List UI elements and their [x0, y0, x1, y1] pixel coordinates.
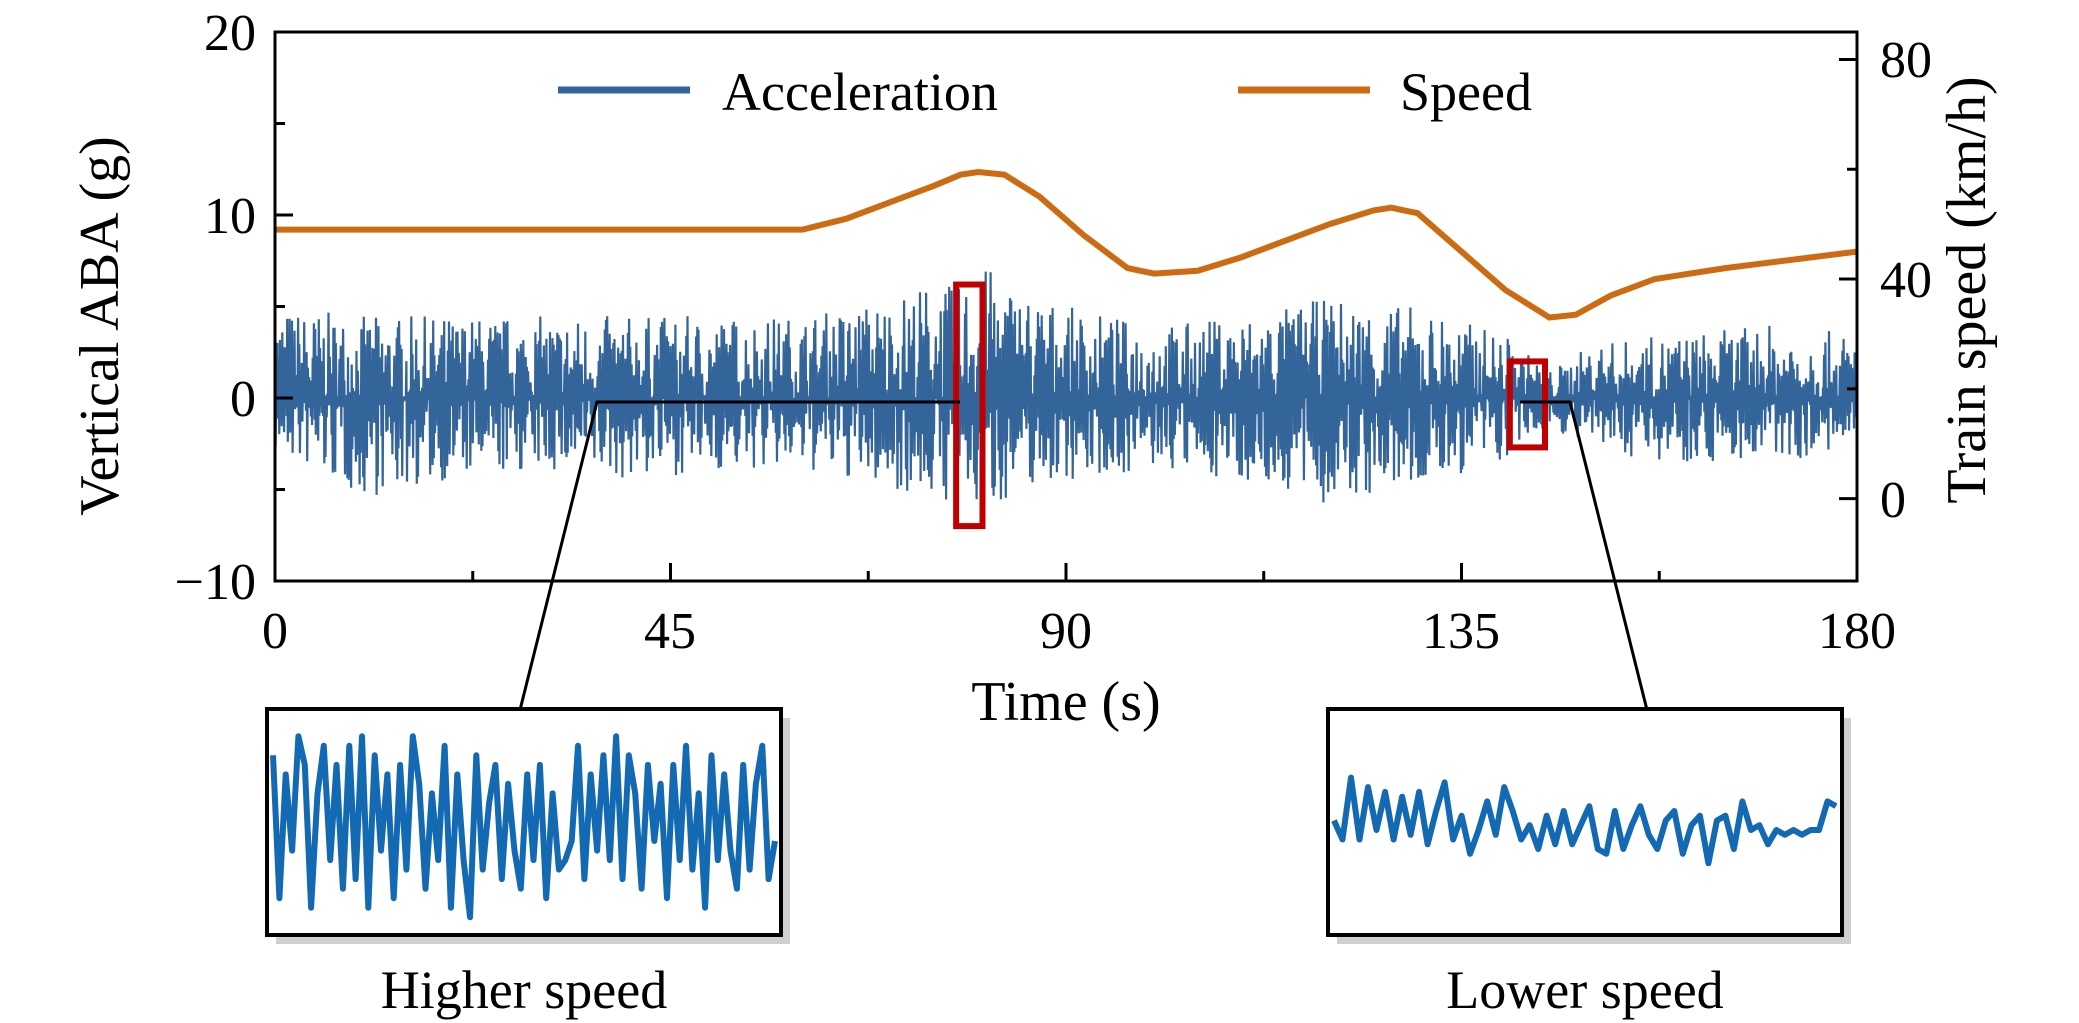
- x-axis-title: Time (s): [971, 671, 1160, 733]
- y-tick-label: 20: [204, 5, 256, 62]
- y2-tick-label: 0: [1880, 472, 1906, 529]
- speed-series-line: [275, 168, 1858, 321]
- acceleration-series: [273, 271, 1859, 503]
- inset-higher-speed-line: [270, 733, 778, 921]
- inset-caption-higher-speed: Higher speed: [381, 960, 667, 1020]
- legend-label-speed: Speed: [1400, 62, 1532, 122]
- x-tick-label: 180: [1818, 603, 1896, 660]
- highlight-boxes: [953, 281, 1548, 530]
- y-tick-label: 10: [204, 188, 256, 245]
- y2-axis-title: Train speed (km/h): [1936, 76, 1998, 503]
- main-plot: 20 10 0 −10 80 40 0 0 45 90 135 180 Time…: [69, 5, 1998, 733]
- x-tick-label: 135: [1422, 603, 1500, 660]
- leader-higher-speed: [518, 400, 960, 711]
- acceleration-line: [273, 271, 1859, 503]
- legend: Acceleration Speed: [558, 62, 1532, 122]
- plot-frame: [273, 30, 1859, 583]
- highlight-box-1: [953, 281, 986, 530]
- x-tick-label: 90: [1040, 603, 1092, 660]
- y2-tick-label: 40: [1880, 252, 1932, 309]
- y2-tick-label: 80: [1880, 32, 1932, 89]
- y-tick-label: −10: [175, 554, 256, 611]
- y-tick-label: 0: [230, 371, 256, 428]
- axis-ticks: [273, 30, 1859, 583]
- leader-lower-speed: [1520, 400, 1649, 711]
- y-axis-title: Vertical ABA (g): [69, 136, 131, 515]
- inset-higher-speed: Higher speed: [265, 707, 790, 1020]
- inset-lower-speed: Lower speed: [1326, 707, 1851, 1020]
- inset-caption-lower-speed: Lower speed: [1446, 960, 1723, 1020]
- highlight-box-2: [1506, 358, 1548, 451]
- legend-label-acceleration: Acceleration: [722, 62, 998, 122]
- x-tick-label: 45: [644, 603, 696, 660]
- x-tick-label: 0: [262, 603, 288, 660]
- inset-leaders: [518, 400, 1649, 711]
- inset-lower-speed-line: [1331, 774, 1838, 867]
